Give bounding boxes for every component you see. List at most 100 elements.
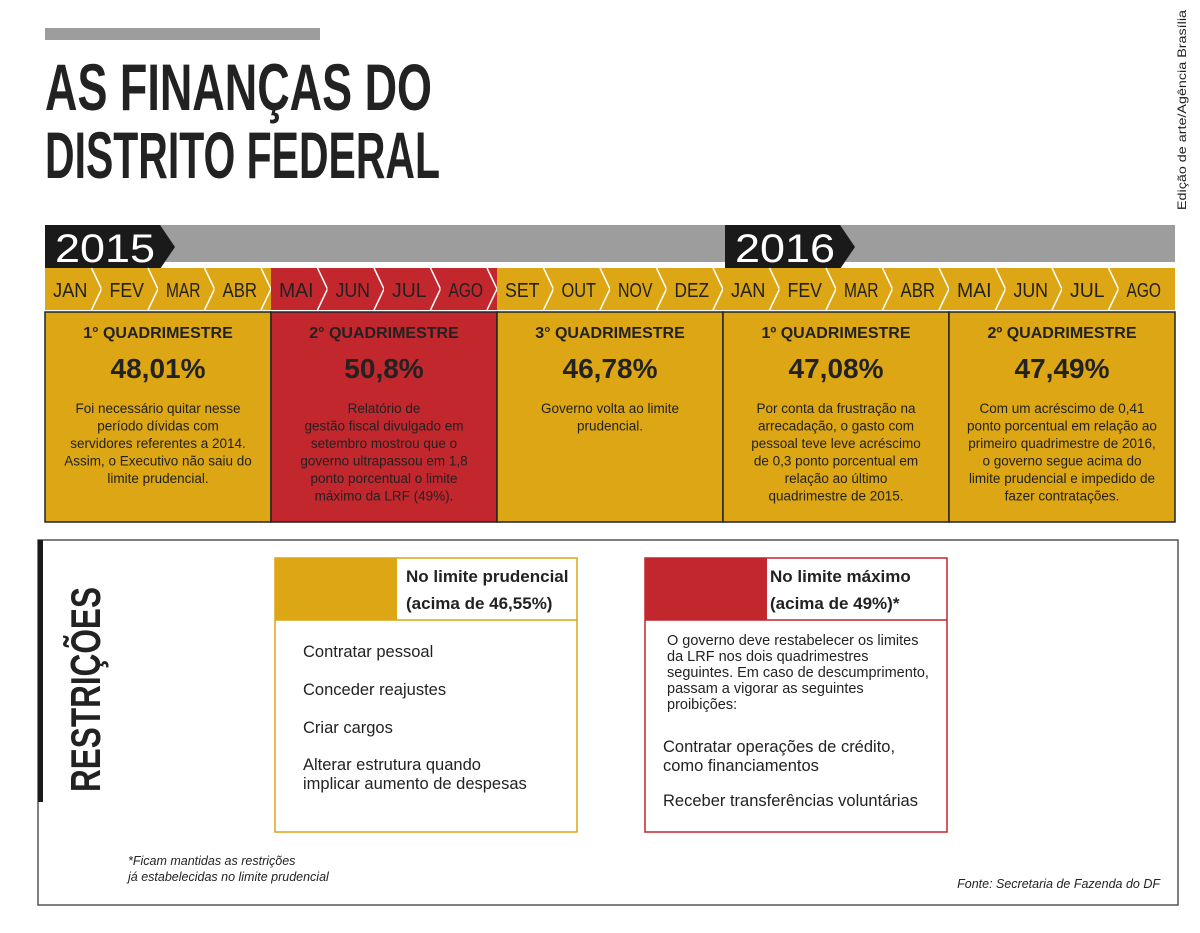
period-text: Por conta da frustração na (756, 401, 916, 416)
restriction-title: No limite máximo (770, 567, 911, 586)
restriction-item: implicar aumento de despesas (303, 775, 527, 793)
month-label: MAR (844, 280, 879, 302)
period-text: arrecadação, o gasto com (758, 419, 914, 434)
month-cell (836, 268, 893, 310)
restriction-title: (acima de 46,55%) (406, 594, 552, 613)
period-box (270, 311, 498, 523)
period-text: limite prudencial. (107, 471, 208, 486)
year-label: 2015 (55, 227, 155, 271)
month-cell (1062, 268, 1119, 310)
period-box (948, 311, 1176, 523)
period-text: setembro mostrou que o (311, 436, 457, 451)
month-label: JAN (53, 280, 88, 302)
restriction-item: Alterar estrutura quando (303, 756, 481, 774)
restriction-intro: da LRF nos dois quadrimestres (667, 649, 869, 665)
restriction-intro: proibições: (667, 697, 737, 713)
month-cell (949, 268, 1006, 310)
restriction-title: (acima de 49%)* (770, 594, 900, 613)
month-label: JUL (1070, 280, 1105, 302)
period-text: Governo volta ao limite (541, 401, 679, 416)
period-value: 47,49% (1015, 353, 1110, 384)
period-title: 2° QUADRIMESTRE (309, 325, 459, 342)
month-cell (214, 268, 271, 310)
period-text: o governo segue acima do (982, 454, 1141, 469)
period-text: governo ultrapassou em 1,8 (300, 454, 467, 469)
month-cell (327, 268, 384, 310)
month-cell (666, 268, 723, 310)
month-cell (553, 268, 610, 310)
period-text: máximo da LRF (49%). (315, 489, 454, 504)
period-text: Com um acréscimo de 0,41 (979, 401, 1144, 416)
restrictions-bar (38, 540, 43, 802)
period-text: Assim, o Executivo não saiu do (64, 454, 252, 469)
restriction-header-fill (645, 558, 767, 620)
period-title: 2º QUADRIMESTRE (988, 325, 1137, 342)
title-line: DISTRITO FEDERAL (45, 118, 440, 192)
month-cell (723, 268, 780, 310)
month-label: MAR (166, 280, 201, 302)
month-label: ABR (223, 280, 258, 302)
period-text: de 0,3 ponto porcentual em (754, 454, 918, 469)
footnote: *Ficam mantidas as restrições (128, 854, 295, 868)
period-title: 3° QUADRIMESTRE (535, 325, 685, 342)
month-label: OUT (562, 280, 597, 302)
month-cell (384, 268, 441, 310)
month-label: JUN (336, 280, 371, 302)
month-cell (158, 268, 215, 310)
month-label: JUL (392, 280, 427, 302)
month-label: FEV (110, 280, 145, 302)
period-text: primeiro quadrimestre de 2016, (968, 436, 1156, 451)
month-cell (497, 268, 554, 310)
source: Fonte: Secretaria de Fazenda do DF (957, 877, 1161, 891)
credit: Edição de arte/Agência Brasília (1175, 10, 1189, 210)
period-text: Foi necessário quitar nesse (75, 401, 240, 416)
month-cell (45, 268, 102, 310)
period-text: prudencial. (577, 419, 643, 434)
period-text: relação ao último (785, 471, 888, 486)
restrictions-panel (37, 539, 1179, 906)
restriction-item: Contratar pessoal (303, 643, 433, 661)
month-cell (271, 268, 328, 310)
year-marker (725, 225, 855, 269)
month-cell (1005, 268, 1062, 310)
period-text: fazer contratações. (1005, 489, 1120, 504)
year-label: 2016 (735, 227, 835, 271)
period-text: gestão fiscal divulgado em (304, 419, 463, 434)
restriction-intro: passam a vigorar as seguintes (667, 681, 864, 697)
timeline-bar (45, 225, 1175, 262)
restriction-item: Receber transferências voluntárias (663, 792, 918, 810)
restriction-header-fill (275, 558, 397, 620)
period-box (722, 311, 950, 523)
month-label: AGO (1127, 280, 1162, 302)
title-line: AS FINANÇAS DO (45, 50, 432, 124)
period-value: 50,8% (344, 353, 423, 384)
period-text: ponto porcentual o limite (310, 471, 457, 486)
period-text: quadrimestre de 2015. (768, 489, 903, 504)
period-text: pessoal teve leve acréscimo (751, 436, 921, 451)
period-value: 48,01% (111, 353, 206, 384)
period-text: servidores referentes a 2014. (70, 436, 246, 451)
month-label: MAI (957, 280, 992, 302)
period-text: Relatório de (348, 401, 421, 416)
month-cell (440, 268, 497, 310)
restriction-title: No limite prudencial (406, 567, 568, 586)
restrictions-title: RESTRIÇÕES (61, 587, 109, 792)
restriction-intro: O governo deve restabelecer os limites (667, 633, 918, 649)
month-cell (892, 268, 949, 310)
month-label: NOV (618, 280, 653, 302)
period-value: 46,78% (563, 353, 658, 384)
footnote: já estabelecidas no limite prudencial (126, 870, 330, 884)
period-box (44, 311, 272, 523)
month-label: ABR (901, 280, 936, 302)
restriction-intro: seguintes. Em caso de descumprimento, (667, 665, 929, 681)
month-label: DEZ (675, 280, 710, 302)
month-label: JUN (1014, 280, 1049, 302)
month-label: JAN (731, 280, 766, 302)
restriction-item: Conceder reajustes (303, 681, 446, 699)
year-marker (45, 225, 175, 269)
month-cell (1118, 268, 1175, 310)
top-bar (45, 28, 320, 40)
period-text: ponto porcentual em relação ao (967, 419, 1157, 434)
period-value: 47,08% (789, 353, 884, 384)
